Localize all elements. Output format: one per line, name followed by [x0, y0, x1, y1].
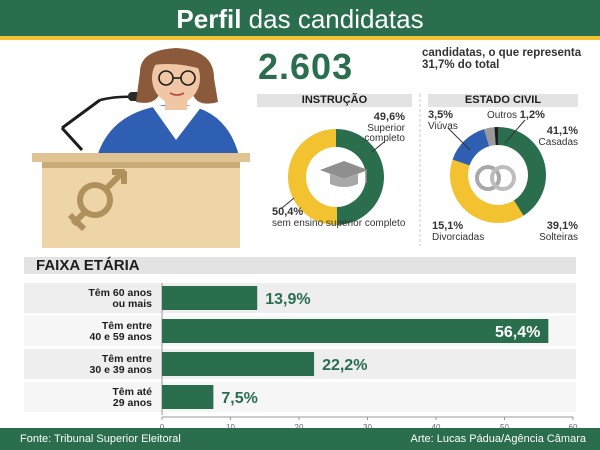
category-label-1-line-1: 40 e 59 anos	[90, 331, 153, 343]
row-bg-3	[24, 382, 576, 412]
estado-civil-heading: ESTADO CIVIL	[428, 94, 578, 107]
row-bg-0	[24, 283, 576, 313]
title-bar: Perfil das candidatas	[0, 0, 600, 40]
value-label-1: 56,4%	[495, 324, 540, 341]
category-label-1-line-0: Têm entre	[102, 320, 152, 332]
speaker-figure	[96, 48, 240, 160]
category-label-2-line-0: Têm entre	[102, 353, 152, 365]
bar-1	[162, 319, 549, 343]
total-description: candidatas, o que representa 31,7% do to…	[422, 47, 582, 71]
instrucao-label-superior: 49,6% Superior completo	[364, 111, 405, 144]
civil-slice-4	[494, 127, 498, 146]
category-label-3-line-0: Têm até	[112, 386, 152, 398]
row-bg-1	[24, 316, 576, 346]
podium	[32, 153, 250, 248]
art-credit: Arte: Lucas Pádua/Agência Câmara	[410, 433, 587, 445]
civil-slice-3	[484, 127, 496, 147]
value-label-3: 7,5%	[221, 390, 257, 407]
footer: Fonte: Tribunal Superior Eleitoral Arte:…	[0, 428, 600, 450]
female-symbol-icon	[67, 168, 127, 232]
civil-label-casadas: 41,1% Casadas	[538, 125, 578, 148]
bar-2	[162, 352, 315, 376]
graduation-cap-icon	[320, 161, 368, 187]
civil-label-outros: Outros 1,2%	[487, 109, 545, 121]
civil-label-divorciadas: 15,1% Divorciadas	[432, 220, 485, 243]
instrucao-heading: INSTRUÇÃO	[257, 94, 412, 107]
category-label-3-line-1: 29 anos	[113, 397, 152, 409]
rings-icon	[475, 165, 516, 191]
instrucao-label-sem-superior: 50,4% sem ensino superior completo	[272, 206, 406, 229]
category-label-2-line-1: 30 e 39 anos	[90, 364, 153, 376]
category-label-0-line-0: Têm 60 anos	[88, 287, 152, 299]
page-title: Perfil das candidatas	[176, 4, 424, 34]
civil-label-solteiras: 39,1% Solteiras	[539, 220, 578, 243]
microphone-icon	[60, 92, 150, 152]
faixa-etaria-heading: FAIXA ETÁRIA	[24, 257, 576, 274]
civil-slice-1	[450, 159, 524, 223]
civil-slice-2	[452, 129, 490, 166]
category-label-0-line-1: ou mais	[112, 298, 152, 310]
bar-3	[162, 385, 214, 409]
bar-0	[162, 286, 258, 310]
row-bg-2	[24, 349, 576, 379]
total-candidatas: 2.603	[258, 46, 354, 87]
civil-label-viuvas: 3,5% Viúvas	[428, 109, 458, 132]
value-label-0: 13,9%	[265, 291, 310, 308]
source-credit: Fonte: Tribunal Superior Eleitoral	[20, 433, 181, 445]
value-label-2: 22,2%	[322, 357, 367, 374]
